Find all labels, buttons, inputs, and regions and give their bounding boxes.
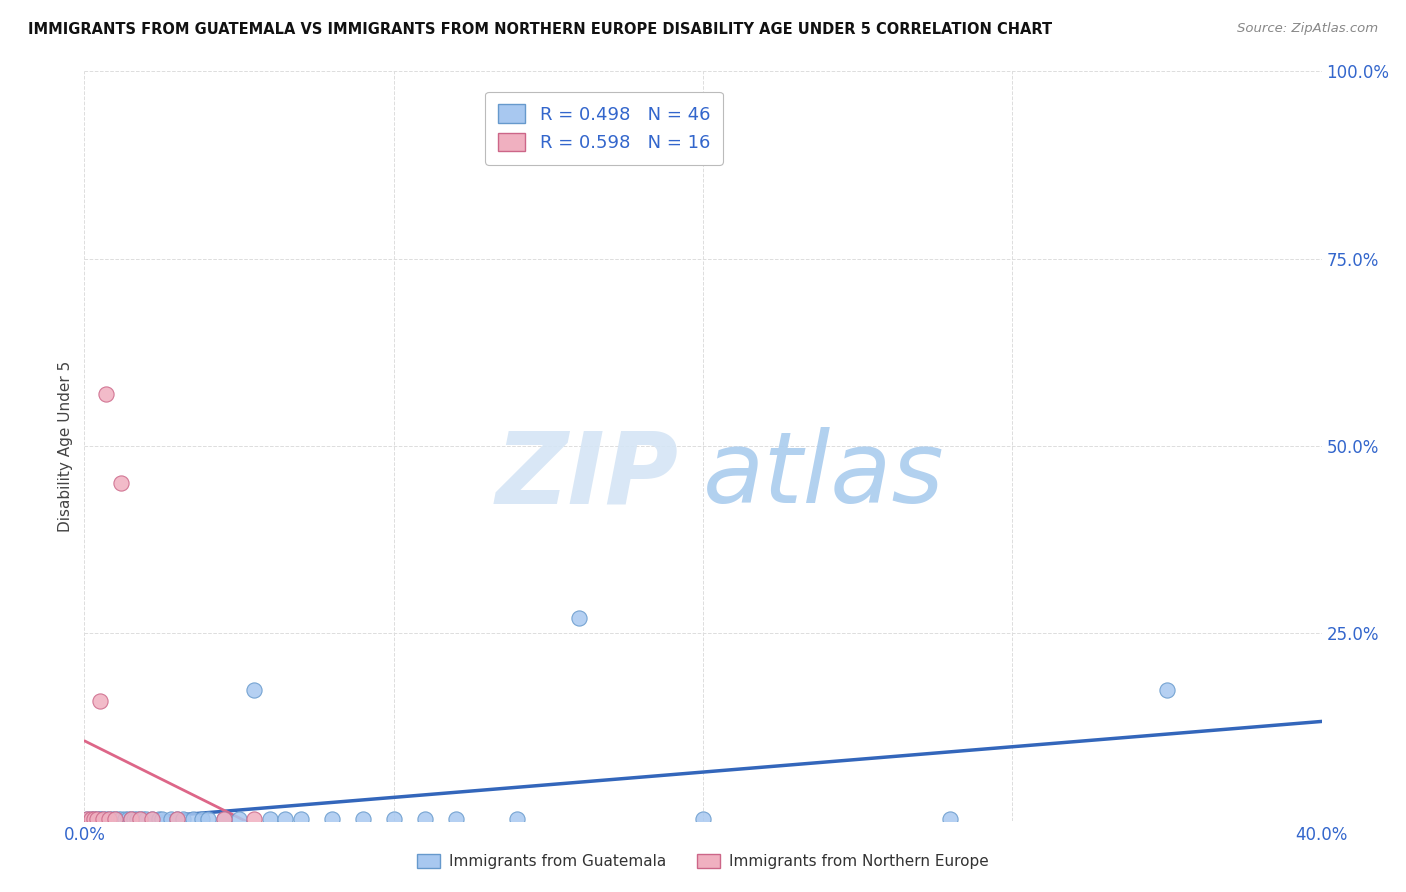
Text: IMMIGRANTS FROM GUATEMALA VS IMMIGRANTS FROM NORTHERN EUROPE DISABILITY AGE UNDE: IMMIGRANTS FROM GUATEMALA VS IMMIGRANTS … — [28, 22, 1052, 37]
Point — [101, 812, 124, 826]
Point — [259, 812, 281, 826]
Point — [104, 812, 127, 826]
Point — [692, 812, 714, 826]
Point — [86, 812, 108, 826]
Point — [89, 812, 111, 826]
Point — [94, 386, 117, 401]
Point — [413, 812, 436, 826]
Point — [148, 812, 170, 826]
Point — [939, 812, 962, 826]
Point — [243, 682, 266, 697]
Point — [89, 812, 111, 826]
Point — [110, 476, 132, 491]
Point — [321, 812, 343, 826]
Point — [117, 812, 139, 826]
Point — [506, 812, 529, 826]
Point — [274, 812, 297, 826]
Legend: R = 0.498   N = 46, R = 0.598   N = 16: R = 0.498 N = 46, R = 0.598 N = 16 — [485, 92, 723, 165]
Legend: Immigrants from Guatemala, Immigrants from Northern Europe: Immigrants from Guatemala, Immigrants fr… — [411, 848, 995, 875]
Point — [243, 812, 266, 826]
Point — [132, 812, 155, 826]
Point — [166, 812, 188, 826]
Point — [212, 812, 235, 826]
Y-axis label: Disability Age Under 5: Disability Age Under 5 — [58, 360, 73, 532]
Point — [114, 812, 136, 826]
Point — [212, 812, 235, 826]
Point — [290, 812, 312, 826]
Point — [104, 812, 127, 826]
Point — [135, 812, 157, 826]
Point — [197, 812, 219, 826]
Point — [160, 812, 183, 826]
Point — [98, 812, 121, 826]
Point — [79, 812, 101, 826]
Point — [352, 812, 374, 826]
Point — [129, 812, 152, 826]
Point — [79, 812, 101, 826]
Point — [91, 812, 114, 826]
Text: ZIP: ZIP — [495, 427, 678, 524]
Point — [1156, 682, 1178, 697]
Point — [120, 812, 142, 826]
Point — [76, 812, 98, 826]
Point — [444, 812, 467, 826]
Point — [83, 812, 105, 826]
Point — [141, 812, 163, 826]
Point — [172, 812, 194, 826]
Point — [191, 812, 214, 826]
Point — [166, 812, 188, 826]
Point — [120, 812, 142, 826]
Point — [122, 812, 145, 826]
Point — [382, 812, 405, 826]
Point — [86, 812, 108, 826]
Point — [141, 812, 163, 826]
Point — [94, 812, 117, 826]
Point — [89, 694, 111, 708]
Point — [107, 812, 129, 826]
Point — [76, 812, 98, 826]
Point — [83, 812, 105, 826]
Point — [150, 812, 173, 826]
Text: Source: ZipAtlas.com: Source: ZipAtlas.com — [1237, 22, 1378, 36]
Point — [181, 812, 204, 826]
Point — [91, 812, 114, 826]
Point — [110, 812, 132, 826]
Point — [98, 812, 121, 826]
Text: atlas: atlas — [703, 427, 945, 524]
Point — [228, 812, 250, 826]
Point — [125, 812, 148, 826]
Point — [129, 812, 152, 826]
Point — [568, 611, 591, 625]
